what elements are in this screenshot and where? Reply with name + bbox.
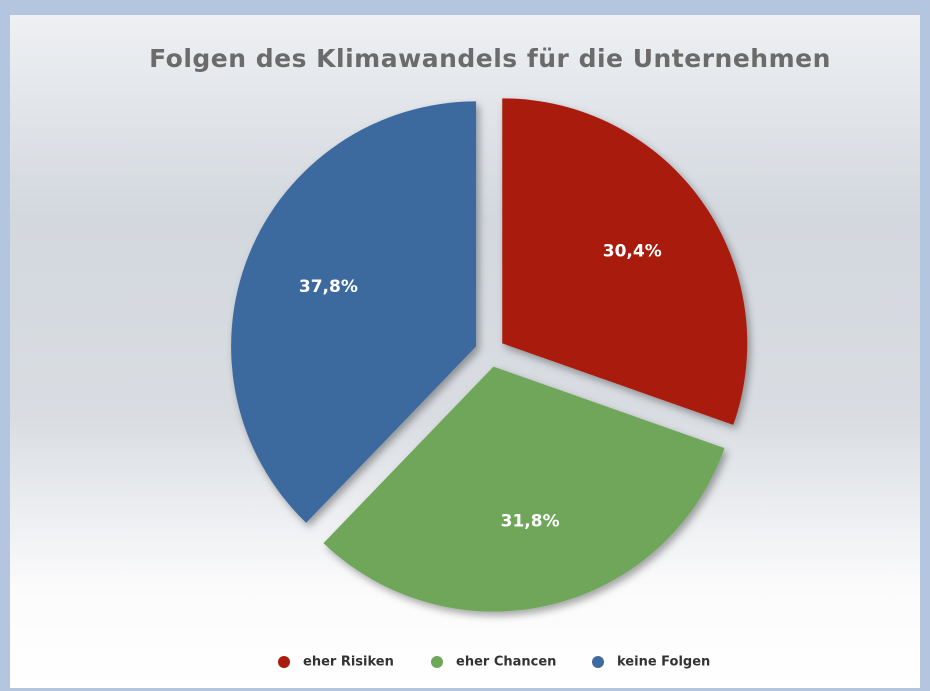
legend-marker (278, 656, 290, 668)
pie-slice (502, 98, 748, 425)
pie-slice (323, 366, 725, 612)
pie-slice (231, 101, 477, 523)
legend-label: eher Risiken (303, 655, 394, 670)
data-label: 31,8% (501, 512, 560, 532)
chart-title: Folgen des Klimawandels für die Unterneh… (149, 44, 831, 73)
legend-label: keine Folgen (617, 655, 710, 670)
legend-marker (431, 656, 443, 668)
data-label: 30,4% (603, 241, 662, 261)
legend-label: eher Chancen (456, 655, 556, 670)
legend-marker (592, 656, 604, 668)
data-label: 37,8% (299, 277, 358, 297)
